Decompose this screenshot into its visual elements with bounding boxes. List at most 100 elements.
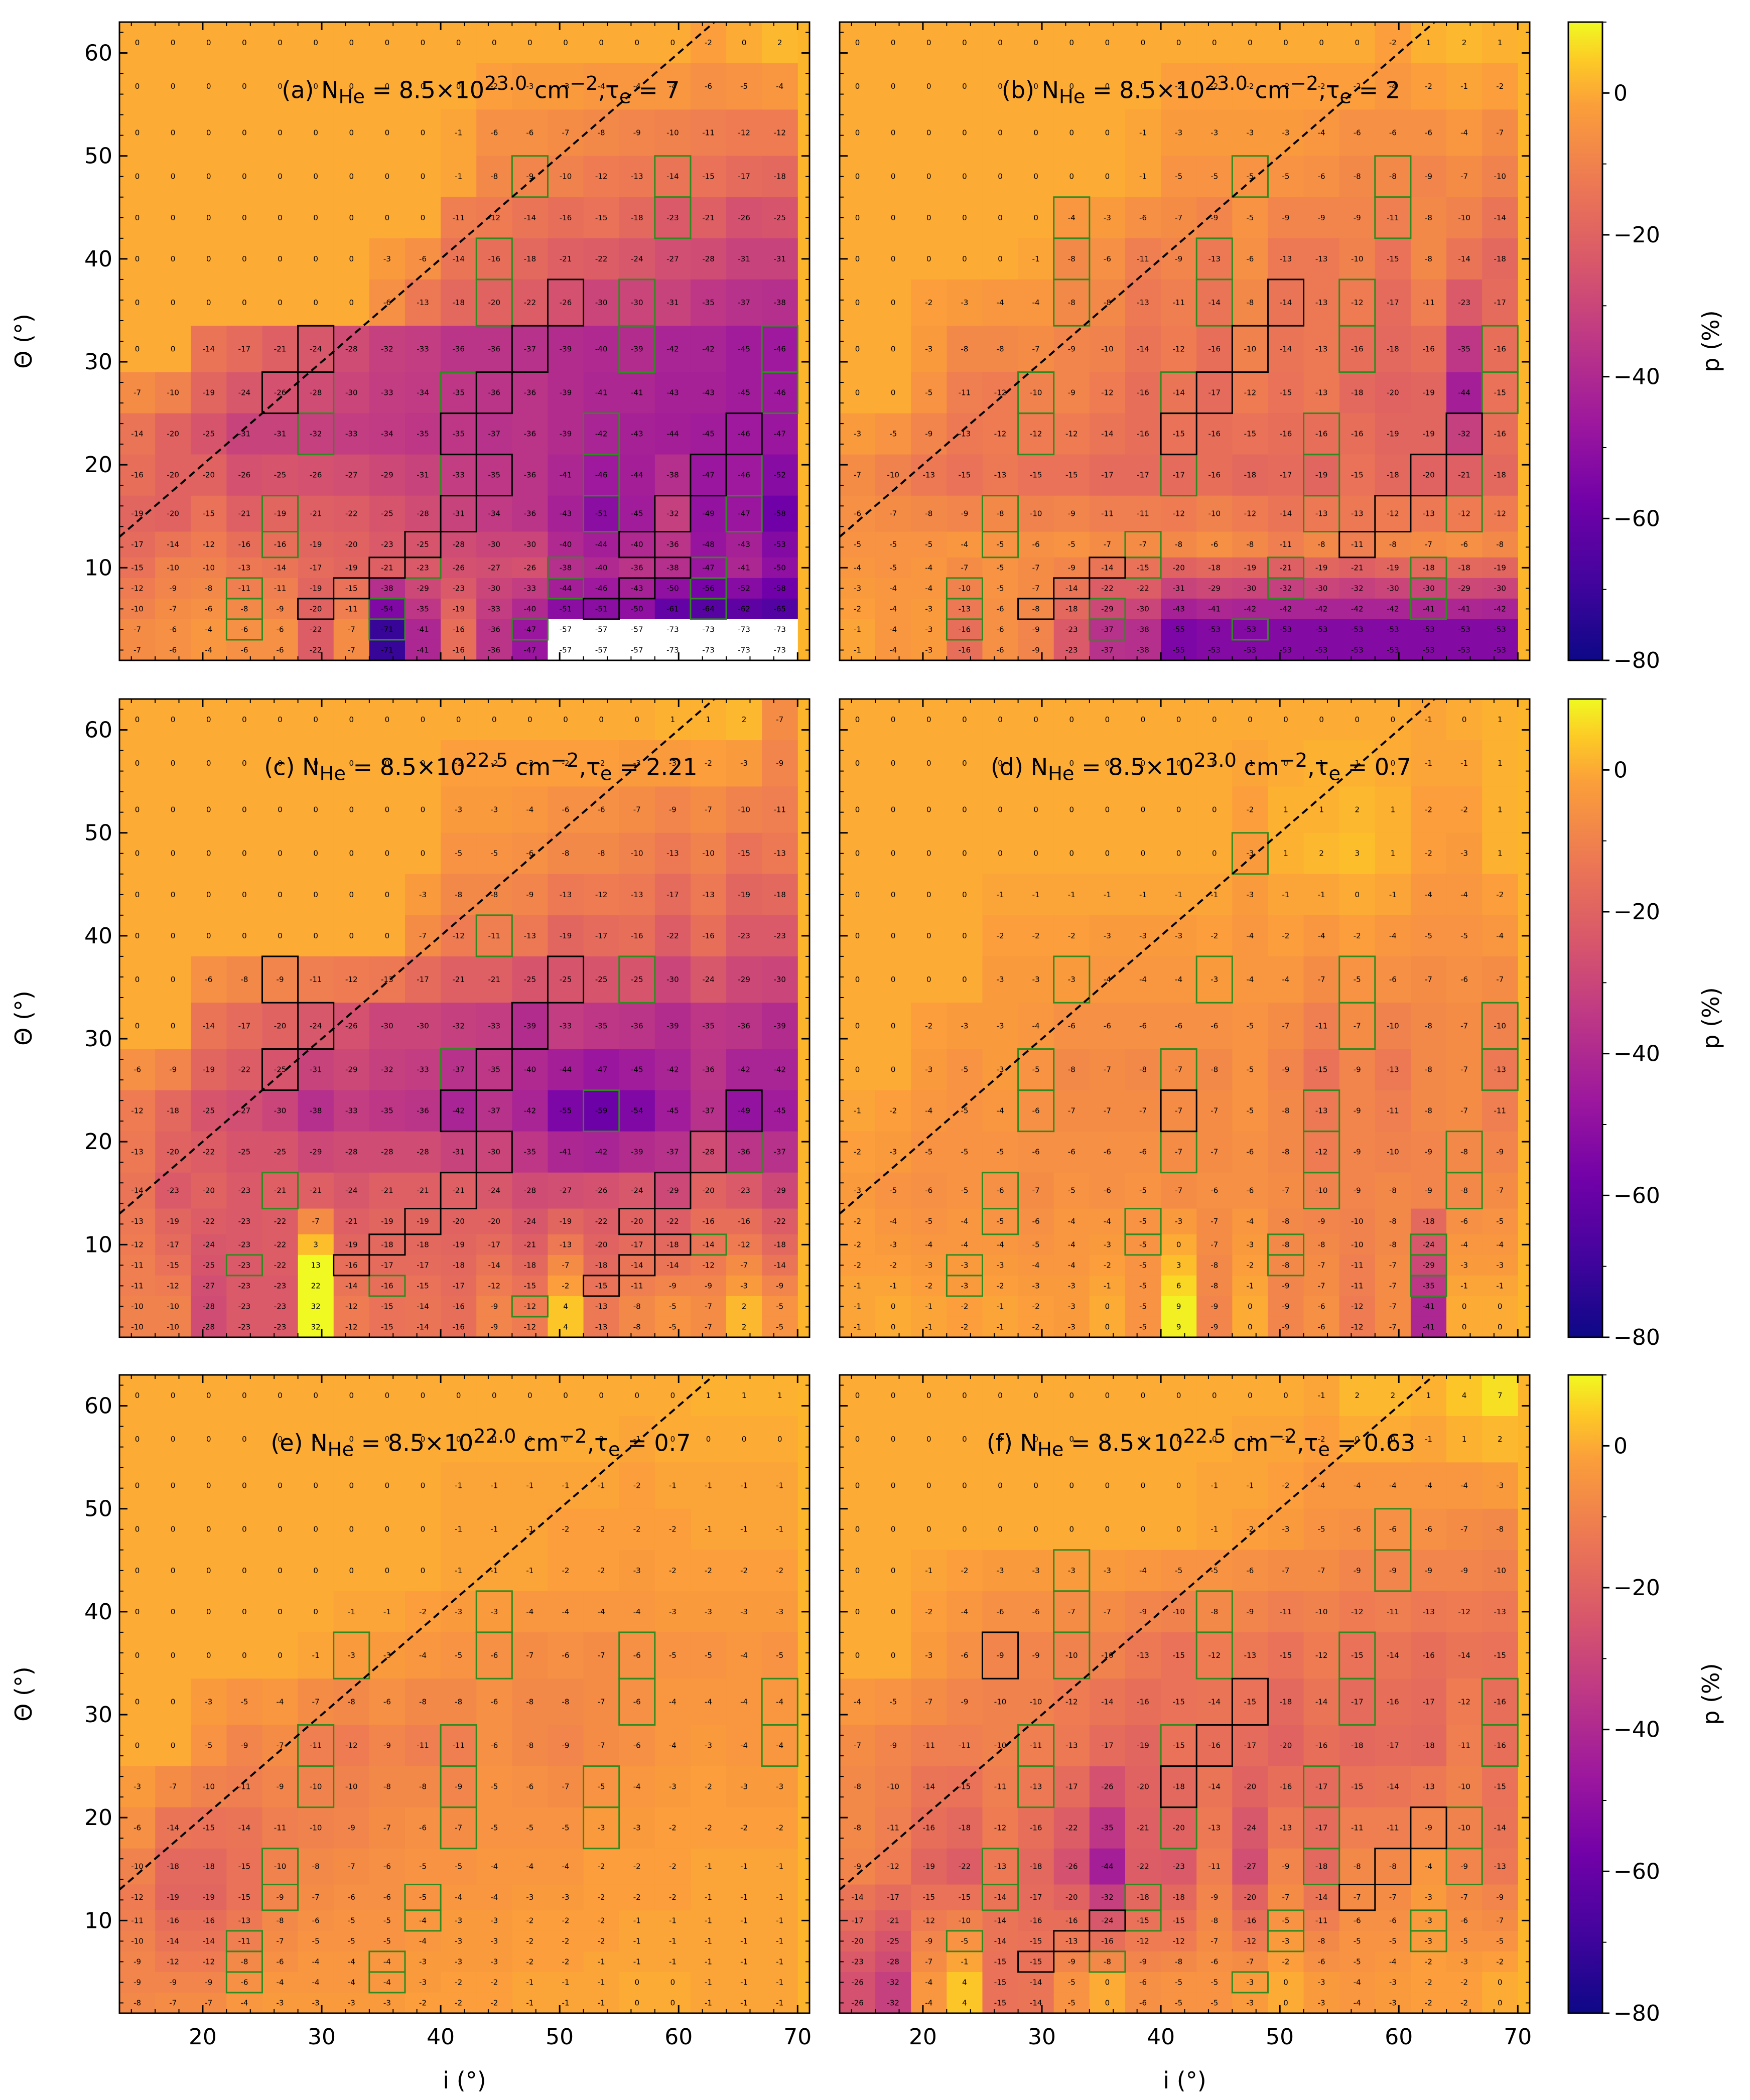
cell-value-label: 0 (1212, 849, 1217, 858)
cell-value-label: 0 (1462, 1322, 1467, 1331)
cell-value-label: -12 (738, 128, 750, 137)
cell-value-label: -6 (1139, 1978, 1147, 1987)
cell-value-label: -49 (702, 509, 715, 518)
cell-value-label: -1 (348, 1607, 355, 1616)
cell-value-label: -24 (310, 344, 322, 353)
cell-value-label: -36 (524, 388, 536, 397)
cell-value-label: -15 (1244, 1697, 1257, 1706)
cell-value-label: -1 (997, 1302, 1004, 1311)
cell-value-label: -11 (1351, 1824, 1364, 1833)
heatmap-cell (1375, 326, 1411, 373)
cell-value-label: -15 (1065, 471, 1078, 480)
heatmap-cell (1196, 22, 1233, 64)
cell-value-label: -4 (776, 1741, 783, 1750)
cell-value-label: 0 (349, 82, 354, 91)
significance-box-green (761, 371, 798, 414)
cell-value-label: -7 (740, 1261, 748, 1270)
cell-value-label: -2 (633, 1525, 641, 1534)
panel-title: (c) NHe = 8.5×1022.5 cm−2,τe = 2.21 (264, 749, 697, 785)
cell-value-label: -30 (595, 298, 608, 307)
cell-value-label: -5 (455, 1862, 462, 1871)
cell-value-label: 0 (171, 1525, 176, 1534)
heatmap-cell (1268, 63, 1304, 110)
cell-value-label: 0 (855, 1651, 860, 1660)
cell-value-label: -6 (1354, 1916, 1361, 1925)
cell-value-label: -13 (1494, 1862, 1506, 1871)
cell-value-label: -1 (1139, 890, 1147, 899)
cell-value-label: -8 (1425, 1065, 1432, 1074)
heatmap-cell (476, 639, 512, 661)
cell-value-label: 0 (1105, 38, 1110, 47)
cell-value-label: -10 (959, 1916, 971, 1925)
cell-value-label: -15 (959, 471, 971, 480)
cell-value-label: -14 (994, 1936, 1007, 1945)
cell-value-label: -1 (1318, 890, 1325, 899)
heatmap-cell (548, 578, 584, 599)
cell-value-label: 0 (1319, 38, 1324, 47)
cell-value-label: -53 (1280, 645, 1292, 654)
cell-value-label: -3 (455, 1957, 462, 1966)
cell-value-label: -12 (167, 1281, 179, 1290)
cell-value-label: -6 (1246, 1566, 1254, 1575)
cell-value-label: -38 (381, 584, 393, 593)
cell-value-label: -18 (1244, 471, 1257, 480)
cell-value-label: -1 (633, 1916, 641, 1925)
cell-value-label: -40 (524, 1065, 536, 1074)
heatmap-cell (441, 22, 477, 64)
cell-value-label: -3 (889, 1148, 897, 1157)
cell-value-label: -24 (345, 1186, 358, 1195)
heatmap-cell (512, 372, 548, 414)
cell-value-label: -5 (889, 540, 897, 549)
heatmap-cell (654, 197, 691, 239)
cell-value-label: -17 (1387, 1741, 1399, 1750)
heatmap-cell (1410, 279, 1447, 326)
heatmap-cell (476, 413, 512, 455)
cell-value-label: 1 (1283, 849, 1288, 858)
heatmap-cell (548, 22, 584, 64)
cell-value-label: -13 (1208, 254, 1221, 263)
cell-value-label: -12 (1065, 430, 1078, 439)
heatmap-cell (155, 109, 191, 157)
heatmap-cell (119, 326, 156, 373)
cell-value-label: -10 (1387, 1148, 1399, 1157)
cell-value-label: -7 (1282, 1186, 1290, 1195)
cell-value-label: -12 (887, 1862, 899, 1871)
cell-value-label: -18 (666, 1240, 679, 1249)
cell-value-label: 0 (891, 1607, 896, 1616)
heatmap-cell (191, 197, 227, 239)
cell-value-label: 0 (1105, 1391, 1110, 1400)
heatmap-cell (654, 598, 691, 620)
cell-value-label: -12 (1065, 1697, 1078, 1706)
cell-value-label: -8 (419, 1782, 427, 1791)
cell-value-label: -18 (773, 890, 786, 899)
cell-value-label: -37 (773, 1148, 786, 1157)
cell-value-label: -8 (1318, 1240, 1325, 1249)
cell-value-label: -18 (1422, 1741, 1435, 1750)
cell-value-label: 0 (278, 1391, 283, 1400)
cell-value-label: -22 (666, 1217, 679, 1226)
cell-value-label: -3 (925, 645, 932, 654)
cell-value-label: 0 (1033, 1481, 1038, 1490)
cell-value-label: -35 (702, 1021, 715, 1030)
cell-value-label: -47 (773, 430, 786, 439)
cell-value-label: 0 (171, 172, 176, 181)
cell-value-label: -8 (1068, 1065, 1075, 1074)
cell-value-label: 0 (313, 128, 318, 137)
heatmap-cell (1089, 413, 1126, 455)
cell-value-label: -31 (452, 509, 465, 518)
heatmap-cell (911, 326, 947, 373)
cell-value-label: -44 (595, 540, 608, 549)
cell-value-label: -4 (1246, 931, 1254, 940)
cell-value-label: 0 (1033, 128, 1038, 137)
cell-value-label: -20 (1280, 1741, 1292, 1750)
cell-value-label: -11 (345, 604, 358, 613)
heatmap-cell (441, 531, 477, 558)
cell-value-label: -1 (1210, 1481, 1218, 1490)
cell-value-label: -9 (240, 1741, 248, 1750)
heatmap-cell (690, 557, 727, 579)
cell-value-label: -1 (526, 1978, 533, 1987)
cell-value-label: -20 (1422, 471, 1435, 480)
cell-value-label: -13 (994, 1862, 1007, 1871)
cell-value-label: -25 (203, 430, 215, 439)
cell-value-label: -18 (1387, 471, 1399, 480)
